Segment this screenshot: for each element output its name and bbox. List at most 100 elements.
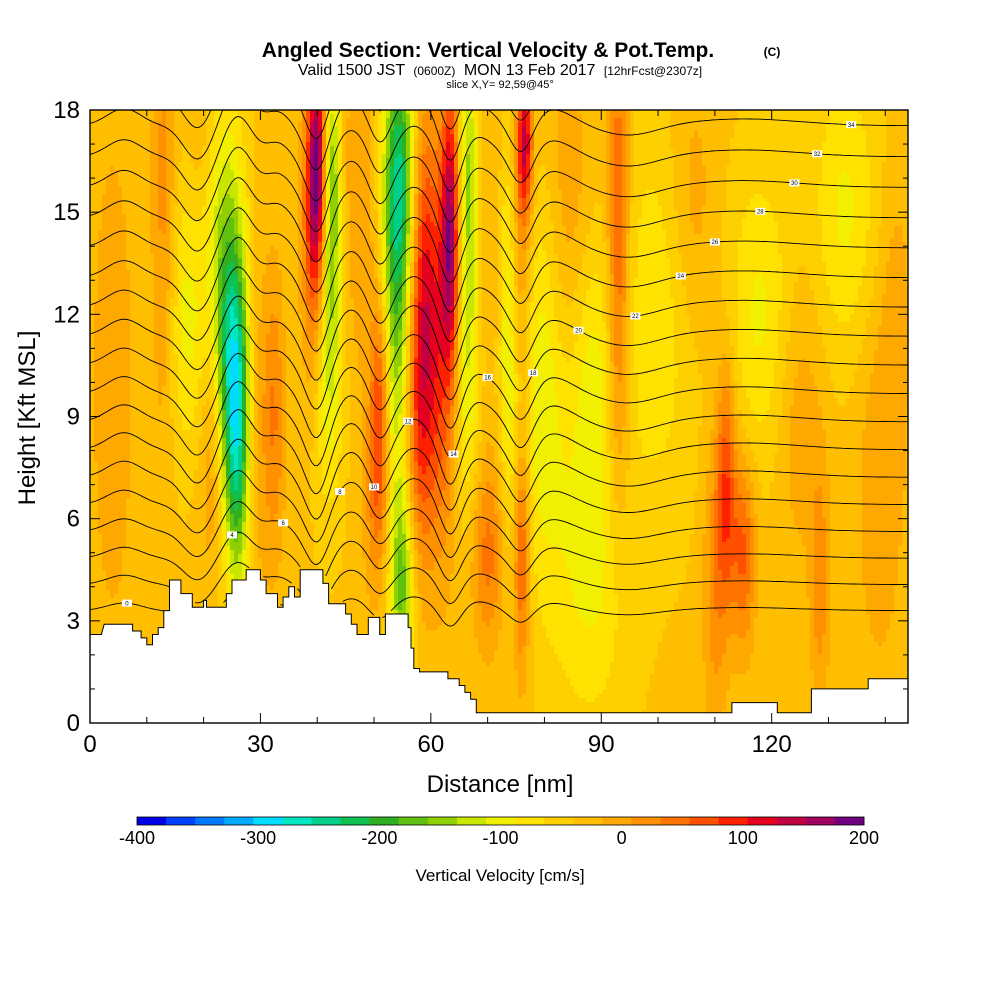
field-cell: [654, 174, 659, 179]
field-cell: [870, 162, 875, 167]
field-cell: [638, 158, 643, 163]
field-cell: [706, 134, 711, 139]
field-cell: [790, 134, 795, 139]
field-cell: [274, 146, 279, 151]
field-cell: [138, 178, 143, 183]
field-cell: [474, 190, 479, 195]
field-cell: [430, 186, 435, 191]
field-cell: [210, 206, 215, 211]
field-cell: [294, 146, 299, 151]
field-cell: [638, 174, 643, 179]
field-cell: [98, 154, 103, 159]
field-cell: [286, 138, 291, 143]
field-cell: [186, 202, 191, 207]
field-cell: [598, 122, 603, 127]
field-cell: [850, 162, 855, 167]
field-cell: [150, 126, 155, 131]
field-cell: [502, 150, 507, 155]
field-cell: [454, 142, 459, 147]
field-cell: [542, 186, 547, 191]
field-cell: [698, 142, 703, 147]
field-cell: [582, 126, 587, 131]
field-cell: [686, 198, 691, 203]
field-cell: [598, 134, 603, 139]
field-cell: [94, 186, 99, 191]
field-cell: [706, 114, 711, 119]
field-cell: [466, 134, 471, 139]
field-cell: [210, 186, 215, 191]
field-cell: [122, 182, 127, 187]
field-cell: [406, 134, 411, 139]
field-cell: [158, 166, 163, 171]
field-cell: [806, 202, 811, 207]
field-cell: [526, 186, 531, 191]
field-cell: [822, 174, 827, 179]
field-cell: [790, 114, 795, 119]
field-cell: [550, 142, 555, 147]
field-cell: [294, 198, 299, 203]
field-cell: [310, 206, 315, 211]
field-cell: [490, 162, 495, 167]
field-cell: [138, 134, 143, 139]
field-cell: [822, 162, 827, 167]
field-cell: [602, 166, 607, 171]
field-cell: [166, 198, 171, 203]
field-cell: [430, 130, 435, 135]
field-cell: [334, 158, 339, 163]
field-cell: [186, 114, 191, 119]
field-cell: [502, 170, 507, 175]
field-cell: [850, 142, 855, 147]
field-cell: [302, 198, 307, 203]
field-cell: [462, 118, 467, 123]
field-cell: [838, 162, 843, 167]
field-cell: [682, 146, 687, 151]
field-cell: [286, 198, 291, 203]
field-cell: [594, 130, 599, 135]
field-cell: [218, 134, 223, 139]
field-cell: [842, 138, 847, 143]
field-cell: [774, 174, 779, 179]
field-cell: [662, 202, 667, 207]
field-cell: [466, 170, 471, 175]
field-cell: [806, 146, 811, 151]
field-cell: [686, 138, 691, 143]
field-cell: [550, 178, 555, 183]
field-cell: [602, 186, 607, 191]
field-cell: [418, 150, 423, 155]
field-cell: [846, 146, 851, 151]
field-cell: [650, 138, 655, 143]
field-cell: [746, 202, 751, 207]
field-cell: [322, 142, 327, 147]
field-cell: [494, 198, 499, 203]
field-cell: [322, 202, 327, 207]
field-cell: [462, 198, 467, 203]
field-cell: [258, 150, 263, 155]
field-cell: [770, 154, 775, 159]
field-cell: [190, 174, 195, 179]
field-cell: [586, 126, 591, 131]
field-cell: [438, 190, 443, 195]
field-cell: [750, 114, 755, 119]
field-cell: [554, 174, 559, 179]
field-cell: [554, 190, 559, 195]
field-cell: [574, 194, 579, 199]
field-cell: [750, 166, 755, 171]
field-cell: [750, 194, 755, 199]
field-cell: [650, 194, 655, 199]
field-cell: [166, 142, 171, 147]
field-cell: [290, 178, 295, 183]
field-cell: [606, 114, 611, 119]
field-cell: [194, 118, 199, 123]
field-cell: [578, 122, 583, 127]
field-cell: [618, 190, 623, 195]
field-cell: [830, 198, 835, 203]
field-cell: [598, 202, 603, 207]
field-cell: [866, 158, 871, 163]
field-cell: [350, 118, 355, 123]
field-cell: [666, 130, 671, 135]
field-cell: [838, 150, 843, 155]
field-cell: [178, 178, 183, 183]
field-cell: [390, 194, 395, 199]
field-cell: [886, 134, 891, 139]
field-cell: [338, 186, 343, 191]
